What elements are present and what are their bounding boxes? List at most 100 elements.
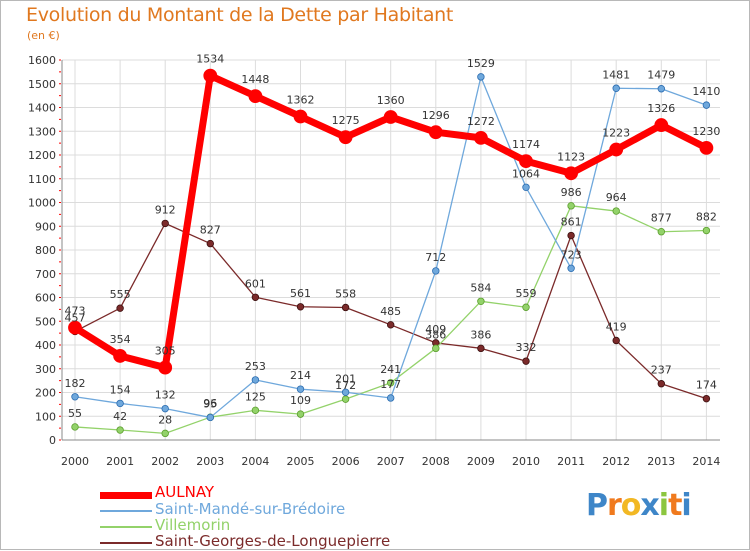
series-3-point <box>567 231 575 240</box>
axes: 0 100 200 300 400 500 600 700 800 900 1000 1100 1200… <box>28 54 720 468</box>
series-0-point <box>68 320 82 335</box>
logo-letter: o <box>620 488 642 523</box>
x-tick-label: 2006 <box>332 455 360 468</box>
series-3-data-label: 485 <box>380 305 401 318</box>
y-tick-label: 400 <box>35 339 56 352</box>
series-3-data-label: 332 <box>516 341 537 354</box>
series-3-point <box>522 357 530 365</box>
proxiti-logo: Proxiti <box>586 488 692 523</box>
series-2-data-label: 42 <box>113 410 127 423</box>
series-3-data-label: 386 <box>470 328 491 341</box>
series-1-data-label: 132 <box>155 389 176 402</box>
series-1-point <box>432 267 440 275</box>
series-0-data-label: 1272 <box>467 115 495 128</box>
legend-swatch-aulnay <box>100 492 152 499</box>
series-1-data-label: 214 <box>290 369 311 382</box>
series-2-data-label: 386 <box>425 328 446 341</box>
series-3-data-label: 601 <box>245 277 266 290</box>
series-0-data-label: 1275 <box>332 114 360 127</box>
series-2-data-label: 584 <box>470 281 491 294</box>
series-2-point <box>567 202 575 210</box>
y-tick-label: 100 <box>35 410 56 423</box>
series-2-data-label: 882 <box>696 211 717 224</box>
y-tick-label: 900 <box>35 220 56 233</box>
series-0-data-label: 305 <box>155 345 176 358</box>
series-2-point <box>522 303 530 311</box>
series-3-point <box>251 293 260 301</box>
series-2-data-label: 109 <box>290 394 311 407</box>
series-0-point <box>158 360 173 375</box>
series-0-data-label: 1534 <box>196 53 224 66</box>
series-1-point <box>612 84 620 92</box>
y-tick-label: 0 <box>49 434 56 447</box>
y-tick-label: 800 <box>35 244 56 257</box>
series-3-point <box>387 321 395 329</box>
series-1-point <box>387 394 395 402</box>
x-tick-label: 2011 <box>557 455 585 468</box>
series-1-data-label: 253 <box>245 360 266 373</box>
series-3-point <box>206 239 214 248</box>
legend-label-aulnay: AULNAY <box>155 483 215 501</box>
series-3-point <box>612 336 620 345</box>
series-1-point <box>567 264 575 272</box>
series-2-data-label: 55 <box>68 407 82 420</box>
series-1-point <box>657 85 665 93</box>
series-0-data-label: 1230 <box>692 125 720 138</box>
series-0-data-label: 1123 <box>557 150 585 163</box>
y-tick-label: 1600 <box>28 54 56 67</box>
series-0-data-label: 1223 <box>602 127 630 140</box>
x-tick-label: 2004 <box>241 455 269 468</box>
x-tick-label: 2014 <box>692 455 720 468</box>
series-1-point <box>161 404 169 413</box>
series-2-data-label: 96 <box>203 397 217 410</box>
series-0-point <box>609 142 624 157</box>
y-tick-label: 1500 <box>28 78 56 91</box>
series-0-point <box>338 130 353 145</box>
series-3-data-label: 561 <box>290 287 311 300</box>
logo-letter: x <box>640 488 659 523</box>
series-1-data-label: 1064 <box>512 167 540 180</box>
series-3-data-label: 912 <box>155 203 176 216</box>
x-tick-label: 2001 <box>106 455 134 468</box>
series-1-data-label: 95 <box>203 397 217 410</box>
series-0-data-label: 1448 <box>241 73 269 86</box>
x-tick-label: 2013 <box>647 455 675 468</box>
x-tick-label: 2002 <box>151 455 179 468</box>
series-0-point <box>519 154 533 169</box>
legend-swatch-saint-mande <box>100 510 152 512</box>
series-2-point <box>387 379 395 387</box>
legend-label-villemorin: Villemorin <box>155 516 231 534</box>
series-3-point <box>161 219 169 228</box>
series-2-point <box>296 410 305 418</box>
x-tick-label: 2010 <box>512 455 540 468</box>
series-1-data-label: 154 <box>110 383 131 396</box>
y-tick-label: 1000 <box>28 197 56 210</box>
series-1-point <box>702 101 711 109</box>
series-2-point <box>432 344 440 353</box>
series-1-point <box>116 399 124 408</box>
series-2-data-label: 172 <box>335 379 356 392</box>
y-tick-label: 1300 <box>28 125 56 138</box>
x-tick-label: 2005 <box>287 455 315 468</box>
series-2-point <box>116 426 124 434</box>
series-0-point <box>293 109 308 124</box>
series-1-data-label: 1529 <box>467 57 495 70</box>
series-0-point <box>203 68 218 83</box>
x-tick-label: 2000 <box>61 455 89 468</box>
chart-title: Evolution du Montant de la Dette par Hab… <box>26 4 454 26</box>
series-0-data-label: 1326 <box>647 102 675 115</box>
chart-unit: (en €) <box>27 29 60 42</box>
series-3-data-label: 861 <box>561 216 582 229</box>
series-2-point <box>702 226 711 235</box>
series-0-data-label: 354 <box>110 333 131 346</box>
series-3-point <box>296 303 305 311</box>
series-0-point <box>383 110 398 124</box>
series-1-data-label: 177 <box>380 378 401 391</box>
series-1-data-label: 723 <box>561 248 582 261</box>
series-2-data-label: 241 <box>380 363 401 376</box>
series-0-point <box>473 130 488 145</box>
x-tick-label: 2007 <box>377 455 405 468</box>
series-3-data-label: 174 <box>696 379 717 392</box>
series-1-point <box>522 183 530 191</box>
